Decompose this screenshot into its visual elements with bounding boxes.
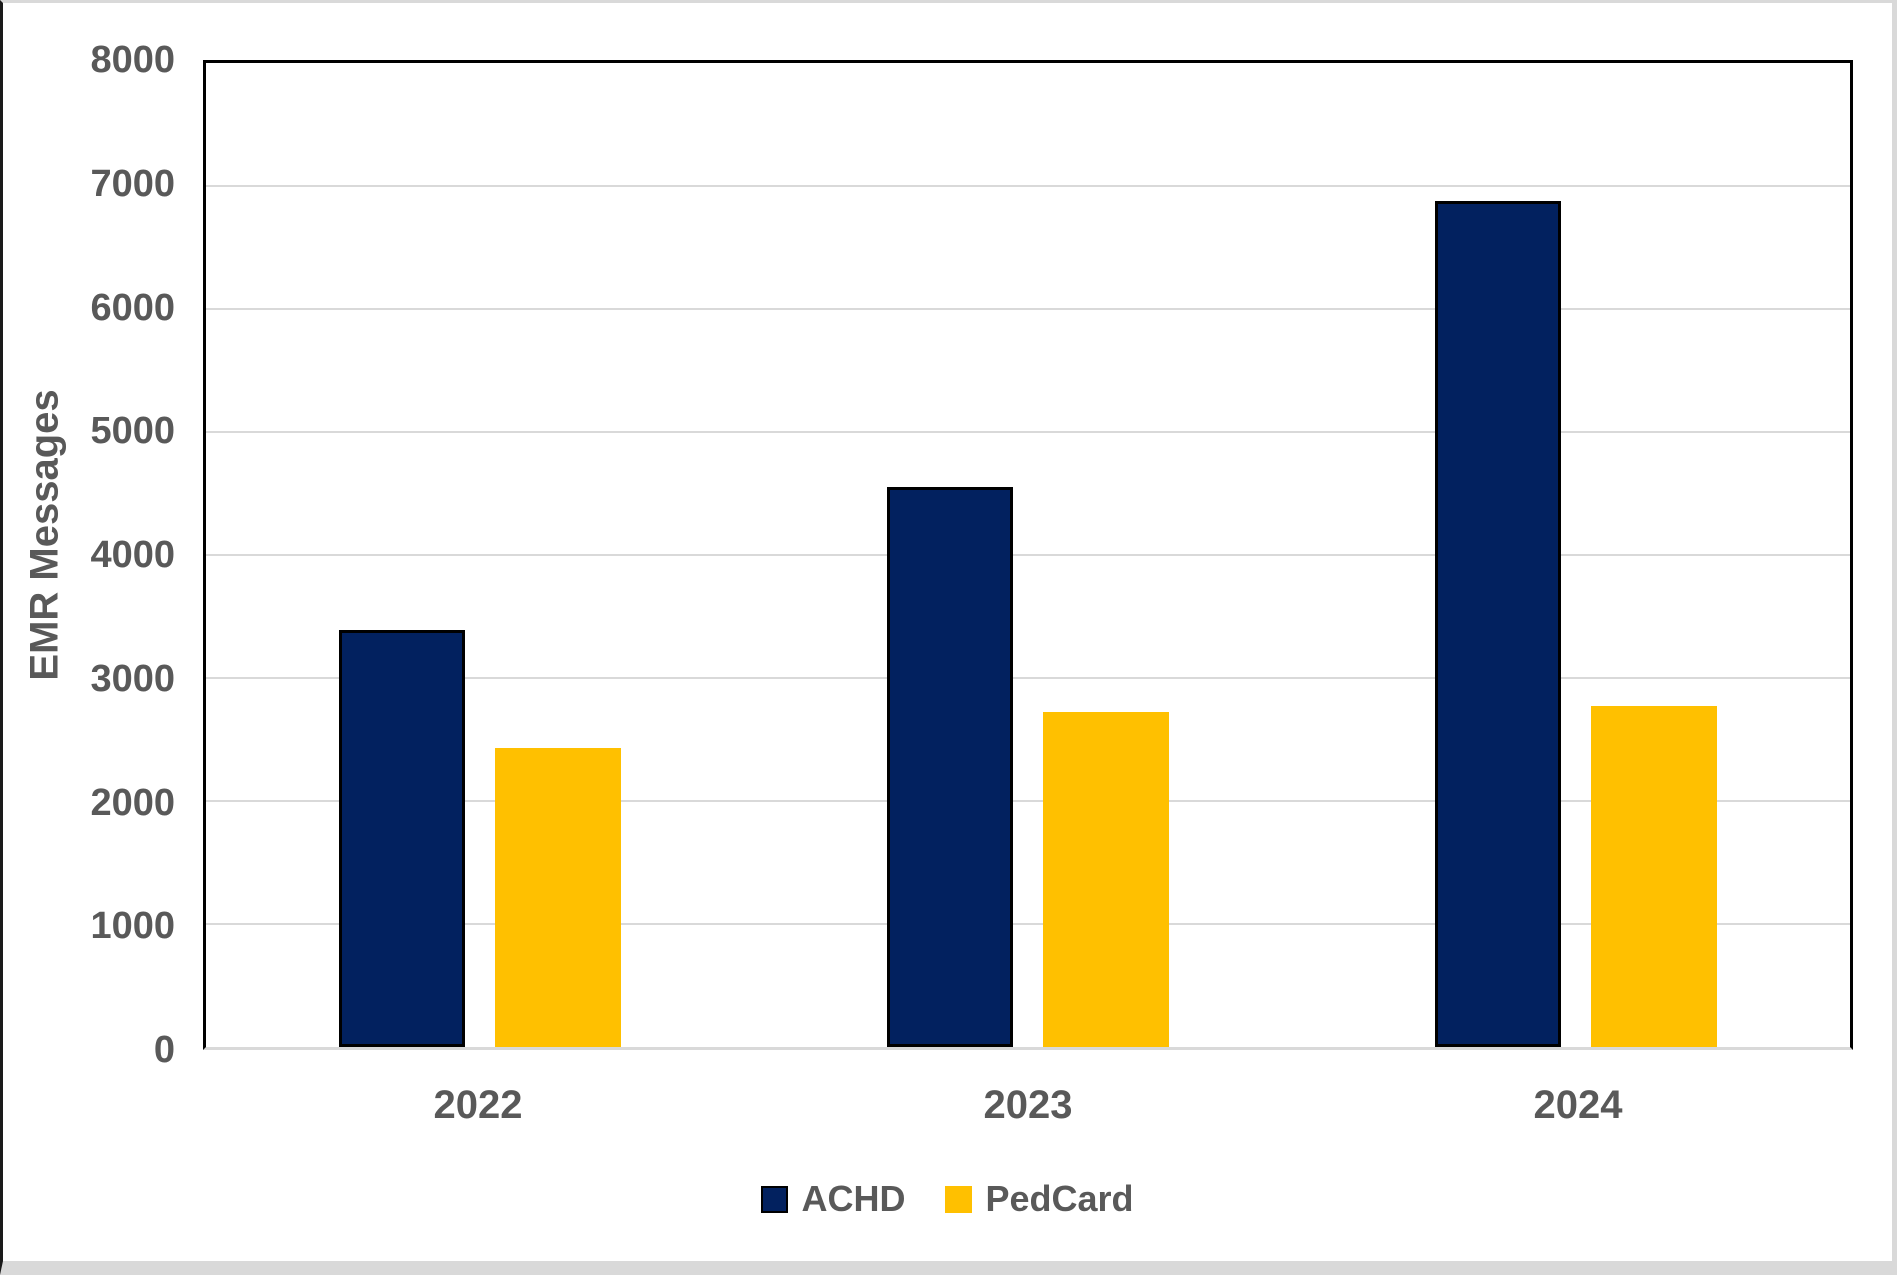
x-tick-label-2024: 2024 (1533, 1083, 1623, 1127)
x-tick-label-2023: 2023 (983, 1083, 1073, 1127)
bar-pedcard-2023 (1043, 712, 1169, 1047)
bar-pedcard-2024 (1591, 706, 1717, 1047)
legend-swatch-achd (761, 1185, 789, 1213)
legend-item-pedcard: PedCard (945, 1178, 1134, 1219)
legend-item-achd: ACHD (761, 1181, 905, 1217)
y-tick-label: 7000 (90, 163, 175, 205)
bar-pedcard-2022 (495, 748, 621, 1047)
legend-swatch-pedcard (945, 1185, 973, 1213)
legend: ACHD PedCard (3, 1181, 1892, 1217)
legend-label: PedCard (985, 1178, 1134, 1219)
y-tick-label: 4000 (90, 534, 175, 576)
x-axis-tick-labels: 2022 2023 2024 (203, 1085, 1853, 1125)
y-tick-label: 2000 (90, 782, 175, 824)
bar-achd-2024 (1435, 201, 1561, 1047)
bar-achd-2023 (887, 487, 1013, 1047)
y-tick-label: 1000 (90, 905, 175, 947)
legend-label: ACHD (801, 1178, 906, 1219)
y-tick-label: 3000 (90, 658, 175, 700)
plot-area (203, 60, 1853, 1050)
gridline (206, 431, 1850, 433)
y-tick-label: 8000 (90, 39, 175, 81)
x-tick-label-2022: 2022 (433, 1083, 523, 1127)
gridline (206, 554, 1850, 556)
y-tick-label: 5000 (90, 410, 175, 452)
gridline (206, 923, 1850, 925)
gridline (206, 185, 1850, 187)
gridline (206, 308, 1850, 310)
bar-achd-2022 (339, 630, 465, 1047)
y-tick-label: 0 (153, 1029, 175, 1071)
gridline (206, 800, 1850, 802)
gridline (206, 677, 1850, 679)
y-tick-label: 6000 (90, 287, 175, 329)
